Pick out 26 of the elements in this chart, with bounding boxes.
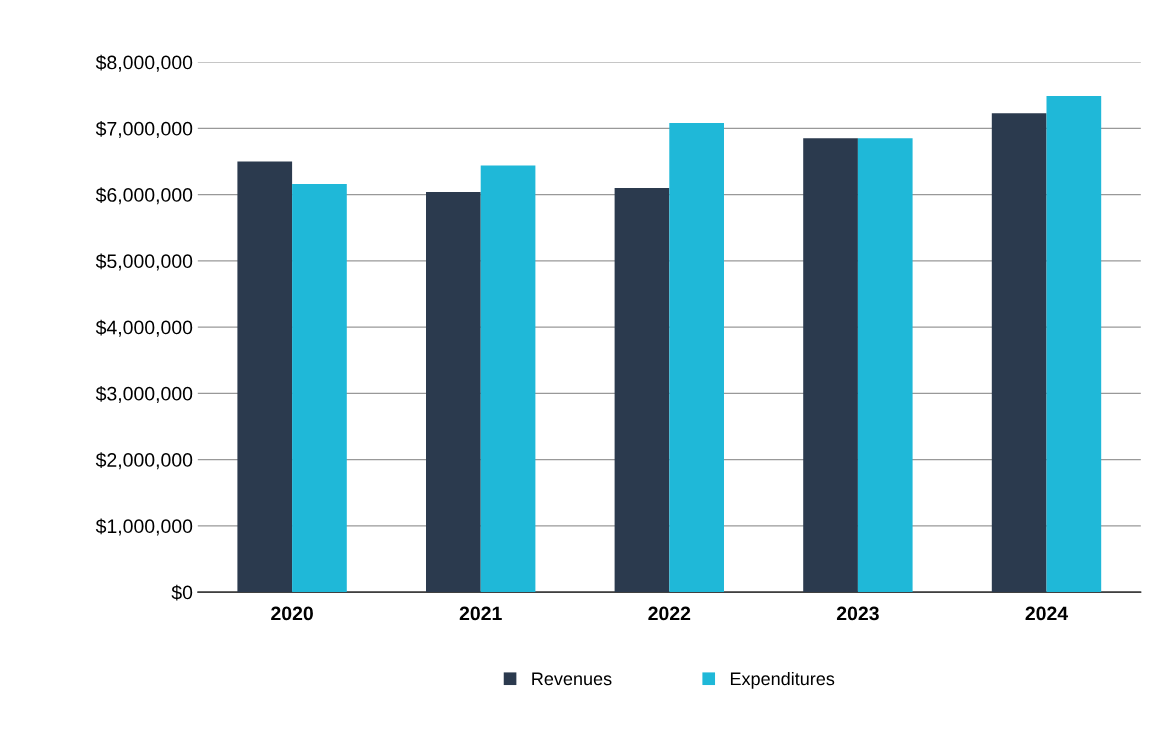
bar — [857, 138, 913, 593]
bar — [614, 188, 670, 593]
legend-label: Expenditures — [730, 671, 835, 689]
bar — [803, 138, 858, 593]
y-tick-label: $8,000,000 — [95, 54, 193, 72]
bar — [292, 184, 347, 593]
y-tick-label: $3,000,000 — [95, 386, 193, 403]
x-tick-label: 2023 — [836, 606, 879, 621]
x-tick-label: 2021 — [459, 606, 502, 621]
x-tick-label: 2022 — [648, 606, 691, 621]
legend-label: Revenues — [532, 672, 612, 686]
x-tick-label: 2024 — [1025, 606, 1069, 621]
y-tick-label: $1,000,000 — [95, 518, 193, 536]
y-tick-label: $0 — [171, 584, 193, 601]
y-tick-label: $4,000,000 — [95, 319, 193, 337]
bar — [426, 191, 481, 593]
bar — [1046, 95, 1102, 593]
bar — [480, 165, 536, 593]
y-tick-label: $2,000,000 — [95, 452, 193, 470]
x-tick-label: 2020 — [271, 606, 313, 621]
bar — [669, 123, 724, 593]
y-tick-label: $7,000,000 — [95, 121, 193, 138]
y-tick-label: $5,000,000 — [95, 253, 193, 271]
y-tick-label: $6,000,000 — [95, 187, 193, 205]
bar — [237, 161, 293, 593]
bar — [991, 113, 1047, 593]
